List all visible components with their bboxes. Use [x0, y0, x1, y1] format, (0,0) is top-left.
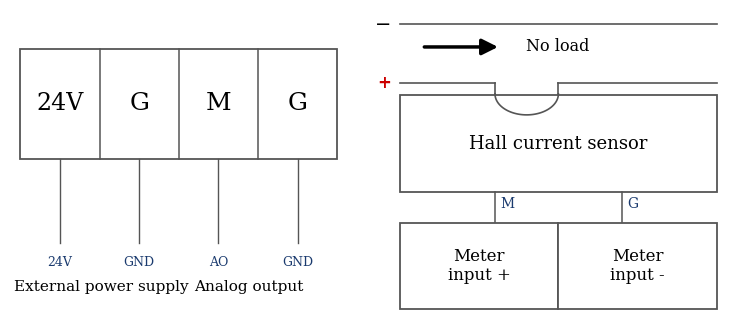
Text: −: − [375, 15, 391, 34]
Bar [400, 223, 559, 309]
Text: +: + [377, 74, 391, 91]
Bar [559, 223, 717, 309]
Bar [21, 49, 337, 158]
Text: GND: GND [282, 255, 313, 269]
Text: M: M [206, 92, 232, 115]
Text: 24V: 24V [36, 92, 84, 115]
Text: GND: GND [123, 255, 155, 269]
Text: Hall current sensor: Hall current sensor [469, 135, 648, 153]
Text: 24V: 24V [48, 255, 72, 269]
Text: Meter
input +: Meter input + [448, 248, 511, 284]
Text: G: G [129, 92, 149, 115]
Text: External power supply: External power supply [14, 280, 188, 294]
Text: Meter
input -: Meter input - [610, 248, 665, 284]
Text: G: G [287, 92, 308, 115]
Text: No load: No load [526, 39, 589, 55]
Text: AO: AO [209, 255, 228, 269]
Text: G: G [628, 197, 639, 211]
Text: Analog output: Analog output [194, 280, 304, 294]
Text: M: M [501, 197, 515, 211]
Bar [400, 95, 717, 192]
